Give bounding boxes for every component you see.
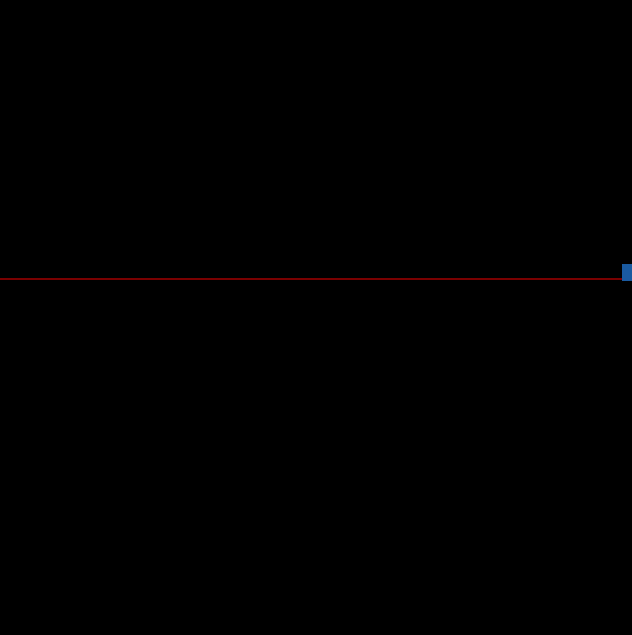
indicator-parameter-bar <box>0 278 632 300</box>
watermark-icon <box>622 264 632 281</box>
main-candlestick-chart[interactable] <box>0 0 632 278</box>
signal-histogram-panel[interactable] <box>0 300 632 635</box>
